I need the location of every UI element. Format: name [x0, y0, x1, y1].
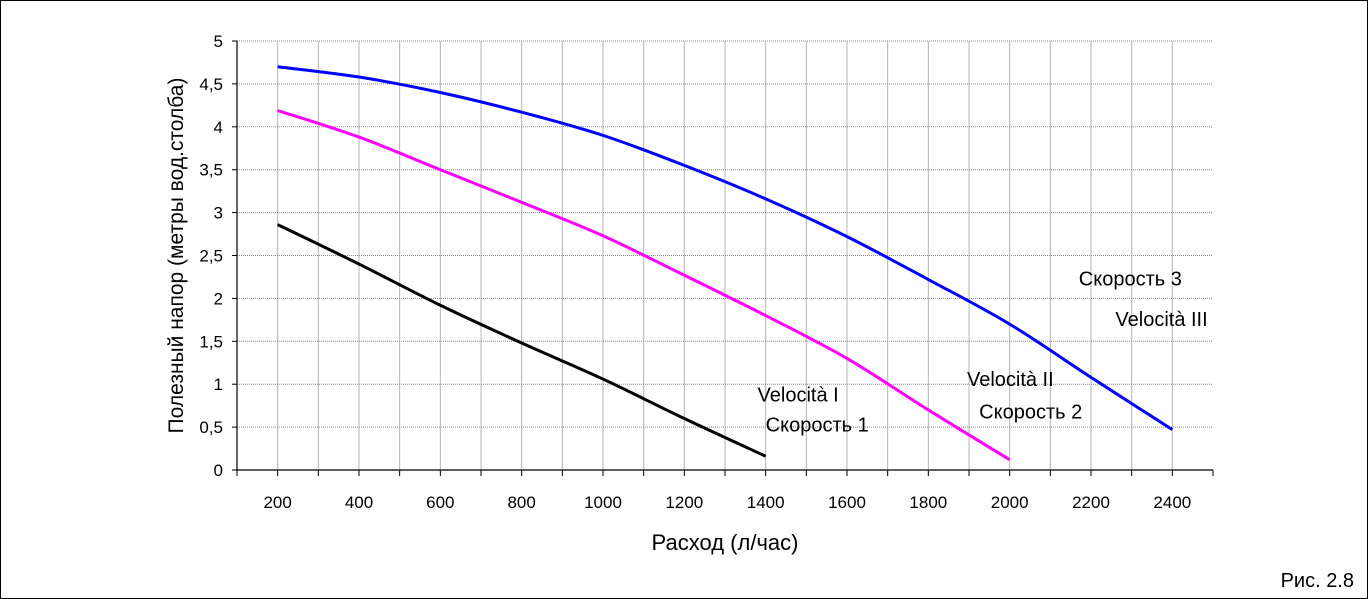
curve-annotation: Скорость 1 — [766, 414, 869, 436]
curve-annotation: Скорость 2 — [979, 402, 1082, 424]
y-tick-label: 4,5 — [199, 75, 223, 94]
y-tick-label: 4 — [214, 118, 223, 137]
y-tick-label: 3 — [214, 204, 223, 223]
x-tick-label: 2400 — [1153, 493, 1191, 512]
y-tick-label: 5 — [214, 32, 223, 51]
x-tick-label: 800 — [507, 493, 535, 512]
figure-caption: Рис. 2.8 — [1280, 570, 1354, 592]
y-axis-title: Полезный напор (метры вод.столба) — [165, 78, 188, 434]
series-line-2 — [277, 109, 1011, 461]
y-tick-label: 0 — [214, 461, 223, 480]
y-tick-label: 2,5 — [199, 247, 223, 266]
x-tick-label: 1600 — [828, 493, 866, 512]
x-tick-label: 1800 — [909, 493, 947, 512]
y-tick-label: 1,5 — [199, 332, 223, 351]
curve-annotation: Velocità III — [1115, 309, 1207, 331]
x-tick-label: 600 — [426, 493, 454, 512]
x-tick-label: 2000 — [991, 493, 1029, 512]
y-tick-label: 2 — [214, 289, 223, 308]
x-axis-title: Расход (л/час) — [652, 530, 799, 555]
curve-annotation: Velocità II — [967, 369, 1054, 391]
curve-annotation: Velocità I — [758, 384, 839, 406]
x-tick-label: 1000 — [584, 493, 622, 512]
series-line-3 — [277, 65, 1174, 431]
x-tick-label: 200 — [263, 493, 291, 512]
series-line-1 — [277, 223, 767, 458]
x-tick-label: 400 — [345, 493, 373, 512]
y-tick-label: 1 — [214, 375, 223, 394]
x-tick-label: 1200 — [665, 493, 703, 512]
x-tick-label: 1400 — [747, 493, 785, 512]
y-tick-label: 0,5 — [199, 418, 223, 437]
y-tick-label: 3,5 — [199, 161, 223, 180]
x-tick-label: 2200 — [1072, 493, 1110, 512]
curve-annotation: Скорость 3 — [1079, 269, 1182, 291]
